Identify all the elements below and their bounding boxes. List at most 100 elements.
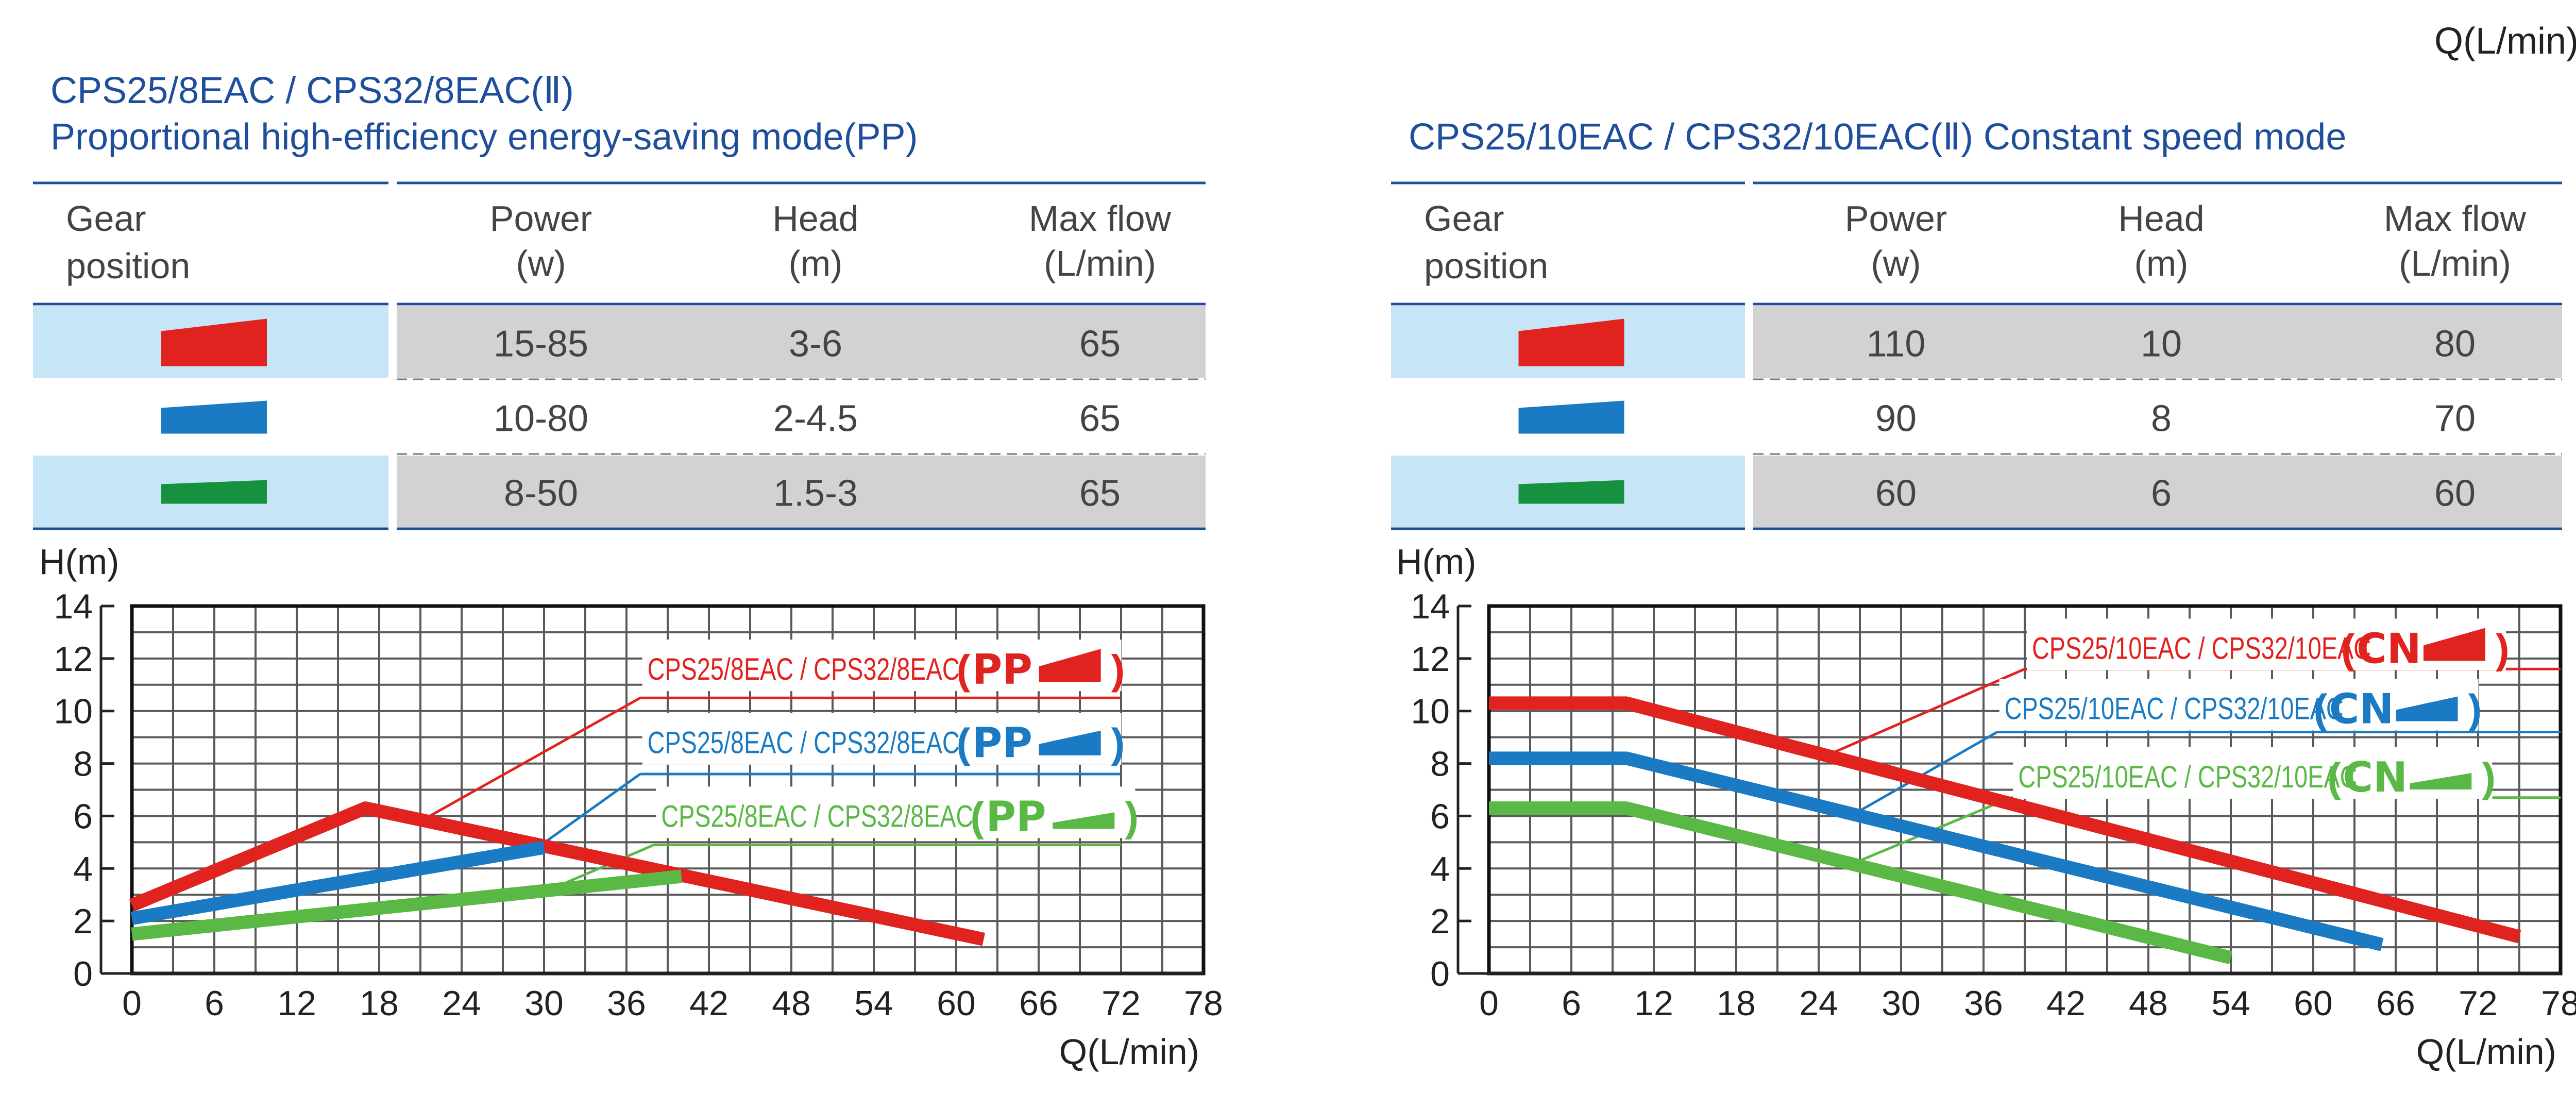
y-tick-label: 4 [73,849,93,888]
legend-label-bg [656,786,1136,838]
legend-paren-close: ) [2482,754,2496,800]
legend-paren-close: ) [2468,686,2482,732]
legend-label-bg [642,640,1122,692]
header-gear: position [1424,246,1548,286]
legend-model-label: CPS25/8EAC / CPS32/8EAC [661,799,973,834]
x-tick-label: 24 [1799,984,1838,1023]
legend-mode-label: CN [2343,753,2408,801]
legend-paren-open: ( [2341,626,2355,671]
curve-gear-1 [131,869,683,941]
curve-gear-3 [129,801,986,946]
header-gear: Gear [1424,198,1504,239]
x-tick-label: 6 [1562,984,1581,1023]
panel-constant-speed-mode: CPS25/10EAC / CPS32/10EAC(Ⅱ) Constant sp… [1391,116,2576,1072]
cell-power: 10-80 [494,398,588,440]
y-tick-label: 10 [54,692,93,731]
legend-mode-label: CN [2329,685,2394,733]
panel-title-line: CPS25/10EAC / CPS32/10EAC(Ⅱ) Constant sp… [1409,116,2346,158]
x-axis-title: Q(L/min) [2416,1032,2556,1072]
header-power: (w) [1871,243,1921,283]
cell-power: 8-50 [504,473,578,514]
y-tick-label: 14 [54,587,93,626]
x-tick-label: 78 [1184,984,1223,1023]
y-axis-title: H(m) [1396,542,1476,582]
row-bg [1753,306,2562,378]
x-tick-label: 72 [2459,984,2498,1023]
legend-paren-close: ) [2496,626,2510,671]
x-tick-label: 48 [772,984,811,1023]
cell-flow: 60 [2434,473,2476,514]
legend-label-bg [642,713,1122,765]
x-tick-label: 54 [854,984,893,1023]
legend-leader-line [1832,667,2026,754]
y-tick-label: 10 [1411,692,1450,731]
gear-level-icon [161,318,267,366]
legend-paren-open: ( [957,647,971,693]
legend-model-label: CPS25/10EAC / CPS32/10EAC [2032,631,2371,666]
x-tick-label: 6 [205,984,224,1023]
gear-level-icon [1518,480,1624,504]
legend-gear-icon [1053,812,1115,829]
y-tick-label: 2 [1430,902,1450,941]
legend-gear-icon [2424,628,2485,661]
header-flow: (L/min) [2399,243,2511,283]
y-tick-label: 0 [1430,954,1450,994]
cell-power: 15-85 [494,324,588,365]
cell-flow: 70 [2434,398,2476,440]
x-tick-label: 72 [1101,984,1141,1023]
x-tick-label: 66 [1019,984,1058,1023]
x-tick-label: 48 [2129,984,2168,1023]
legend-leader-line [1859,731,1998,812]
row-bg [1753,456,2562,527]
y-tick-label: 8 [1430,745,1450,784]
cell-flow: 80 [2434,324,2476,365]
legend-gear-icon [1039,649,1101,682]
y-axis-title: H(m) [39,542,119,582]
header-head: Head [2118,198,2204,239]
cell-head: 2-4.5 [773,398,858,440]
header-power: Power [490,198,592,239]
panel-title-line: CPS25/8EAC / CPS32/8EAC(Ⅱ) [50,70,574,111]
legend-model-label: CPS25/10EAC / CPS32/10EAC [2005,692,2344,726]
top-unit-label: Q(L/min) [2434,21,2576,62]
curve-gear-2 [130,841,546,925]
legend-paren-open: ( [957,720,971,766]
cell-flow: 65 [1079,398,1121,440]
cell-flow: 65 [1079,473,1121,514]
x-tick-label: 42 [689,984,728,1023]
x-tick-label: 18 [1717,984,1756,1023]
panel-proportional-mode: CPS25/8EAC / CPS32/8EAC(Ⅱ) Proportional h… [33,70,1223,1072]
x-tick-label: 36 [1964,984,2003,1023]
gear-level-icon [1518,318,1624,366]
x-tick-label: 24 [442,984,481,1023]
row-bg [397,306,1206,378]
legend-paren-close: ) [1125,794,1139,839]
header-head: (m) [2134,243,2189,283]
x-axis-title: Q(L/min) [1059,1032,1199,1072]
legend-leader-line [529,772,641,854]
cell-head: 10 [2141,324,2182,365]
panel-title-line: Proportional high-efficiency energy-savi… [50,116,918,158]
cell-power: 90 [1875,398,1917,440]
header-power: (w) [516,243,566,283]
legend-mode-label: PP [972,646,1032,694]
y-tick-label: 0 [73,954,93,994]
legend-model-label: CPS25/8EAC / CPS32/8EAC [648,652,960,687]
x-tick-label: 42 [2046,984,2086,1023]
legend-model-label: CPS25/10EAC / CPS32/10EAC [2018,760,2357,794]
header-gear: position [66,246,190,286]
header-gear: Gear [66,198,146,239]
x-tick-label: 12 [277,984,316,1023]
legend-label-bg [2027,618,2506,670]
cell-head: 8 [2151,398,2172,440]
legend-model-label: CPS25/8EAC / CPS32/8EAC [648,726,960,760]
x-tick-label: 0 [1479,984,1499,1023]
legend-paren-close: ) [1111,647,1125,693]
legend-mode-label: CN [2357,625,2421,673]
x-tick-label: 30 [524,984,564,1023]
y-tick-label: 12 [54,640,93,679]
legend-paren-open: ( [970,794,984,839]
legend-label-bg [1999,679,2479,731]
x-tick-label: 18 [360,984,399,1023]
x-tick-label: 78 [2541,984,2576,1023]
